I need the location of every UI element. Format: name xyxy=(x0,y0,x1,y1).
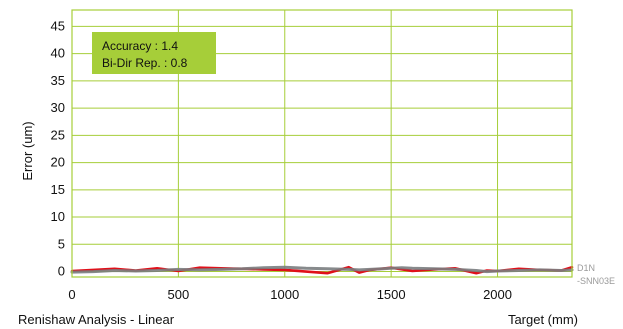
y-tick-label: 25 xyxy=(51,127,65,142)
accuracy-annotation: Accuracy : 1.4 xyxy=(102,39,178,53)
side-label-line-2: -SNN03E xyxy=(577,276,615,286)
y-tick-label: 15 xyxy=(51,182,65,197)
tick-layer: 0 5 10 15 20 25 30 35 40 45 0 500 1000 1500 2000 xyxy=(51,18,512,302)
y-tick-label: 30 xyxy=(51,100,65,115)
bidir-rep-annotation: Bi-Dir Rep. : 0.8 xyxy=(102,56,188,70)
x-axis-title: Target (mm) xyxy=(508,312,578,327)
x-tick-label: 1000 xyxy=(270,287,299,302)
y-tick-label: 45 xyxy=(51,18,65,33)
y-tick-label: 5 xyxy=(58,236,65,251)
y-tick-label: 10 xyxy=(51,209,65,224)
series-line-1 xyxy=(70,265,574,274)
series-layer xyxy=(70,265,574,275)
side-label-line-1: D1N xyxy=(577,263,595,273)
x-tick-label: 2000 xyxy=(483,287,512,302)
y-tick-label: 35 xyxy=(51,73,65,88)
x-tick-label: 500 xyxy=(168,287,190,302)
y-tick-label: 20 xyxy=(51,155,65,170)
y-tick-label: 0 xyxy=(58,264,65,279)
x-tick-label: 0 xyxy=(68,287,75,302)
stats-legend-box xyxy=(92,32,216,74)
stats-legend: Accuracy : 1.4 Bi-Dir Rep. : 0.8 xyxy=(92,32,216,74)
y-tick-label: 40 xyxy=(51,46,65,61)
x-tick-label: 1500 xyxy=(377,287,406,302)
plot-frame xyxy=(71,9,573,278)
y-axis-title: Error (um) xyxy=(20,121,35,180)
footer-caption: Renishaw Analysis - Linear xyxy=(18,312,175,327)
